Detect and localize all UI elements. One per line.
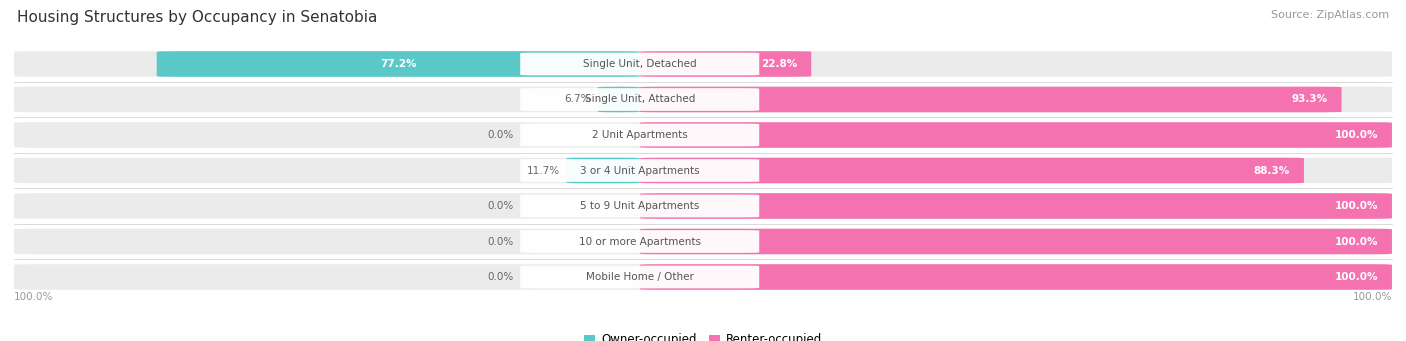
Text: Housing Structures by Occupancy in Senatobia: Housing Structures by Occupancy in Senat… bbox=[17, 10, 377, 25]
Text: 2 Unit Apartments: 2 Unit Apartments bbox=[592, 130, 688, 140]
FancyBboxPatch shape bbox=[520, 266, 759, 288]
FancyBboxPatch shape bbox=[520, 53, 759, 75]
FancyBboxPatch shape bbox=[156, 51, 640, 77]
Text: 0.0%: 0.0% bbox=[486, 237, 513, 247]
Text: 0.0%: 0.0% bbox=[486, 130, 513, 140]
FancyBboxPatch shape bbox=[640, 122, 1392, 148]
FancyBboxPatch shape bbox=[640, 87, 1341, 112]
FancyBboxPatch shape bbox=[520, 159, 759, 182]
Text: 100.0%: 100.0% bbox=[1334, 201, 1378, 211]
Text: 3 or 4 Unit Apartments: 3 or 4 Unit Apartments bbox=[579, 165, 700, 176]
FancyBboxPatch shape bbox=[14, 87, 1392, 112]
Text: 100.0%: 100.0% bbox=[14, 292, 53, 301]
Text: 22.8%: 22.8% bbox=[761, 59, 797, 69]
FancyBboxPatch shape bbox=[14, 193, 1392, 219]
FancyBboxPatch shape bbox=[520, 230, 759, 253]
FancyBboxPatch shape bbox=[520, 124, 759, 146]
Text: 93.3%: 93.3% bbox=[1291, 94, 1327, 104]
FancyBboxPatch shape bbox=[640, 51, 811, 77]
Text: 10 or more Apartments: 10 or more Apartments bbox=[579, 237, 700, 247]
FancyBboxPatch shape bbox=[598, 87, 640, 112]
FancyBboxPatch shape bbox=[567, 158, 640, 183]
FancyBboxPatch shape bbox=[640, 229, 1392, 254]
Text: 100.0%: 100.0% bbox=[1334, 130, 1378, 140]
Text: Single Unit, Detached: Single Unit, Detached bbox=[583, 59, 696, 69]
Text: 77.2%: 77.2% bbox=[380, 59, 416, 69]
FancyBboxPatch shape bbox=[520, 195, 759, 217]
Legend: Owner-occupied, Renter-occupied: Owner-occupied, Renter-occupied bbox=[579, 329, 827, 341]
Text: 100.0%: 100.0% bbox=[1334, 237, 1378, 247]
FancyBboxPatch shape bbox=[14, 229, 1392, 254]
FancyBboxPatch shape bbox=[14, 122, 1392, 148]
Text: 11.7%: 11.7% bbox=[526, 165, 560, 176]
FancyBboxPatch shape bbox=[520, 88, 759, 111]
Text: 0.0%: 0.0% bbox=[486, 201, 513, 211]
Text: Source: ZipAtlas.com: Source: ZipAtlas.com bbox=[1271, 10, 1389, 20]
Text: 88.3%: 88.3% bbox=[1254, 165, 1289, 176]
FancyBboxPatch shape bbox=[14, 51, 1392, 77]
FancyBboxPatch shape bbox=[14, 158, 1392, 183]
Text: 6.7%: 6.7% bbox=[564, 94, 591, 104]
Text: Mobile Home / Other: Mobile Home / Other bbox=[586, 272, 693, 282]
Text: 100.0%: 100.0% bbox=[1334, 272, 1378, 282]
FancyBboxPatch shape bbox=[640, 193, 1392, 219]
FancyBboxPatch shape bbox=[640, 158, 1303, 183]
Text: 100.0%: 100.0% bbox=[1353, 292, 1392, 301]
FancyBboxPatch shape bbox=[14, 264, 1392, 290]
Text: 0.0%: 0.0% bbox=[486, 272, 513, 282]
FancyBboxPatch shape bbox=[640, 264, 1392, 290]
Text: Single Unit, Attached: Single Unit, Attached bbox=[585, 94, 695, 104]
Text: 5 to 9 Unit Apartments: 5 to 9 Unit Apartments bbox=[581, 201, 699, 211]
